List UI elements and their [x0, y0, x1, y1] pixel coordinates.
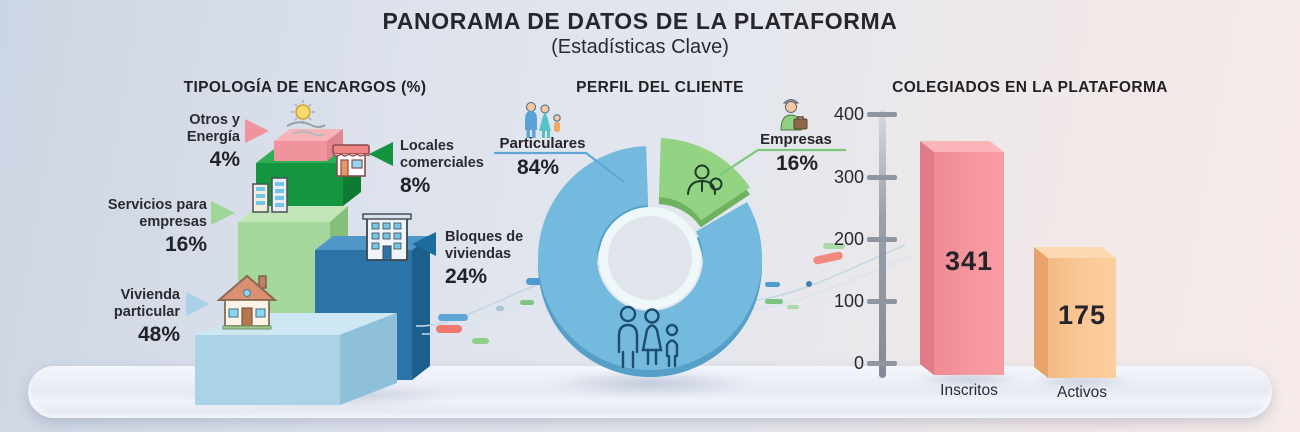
axis-tick: [867, 361, 897, 366]
page-subtitle: (Estadísticas Clave): [551, 36, 729, 58]
encargos-staircase-graphic: [195, 100, 430, 405]
apartment-building-icon: [362, 213, 412, 261]
cliente-donut-graphic: [538, 138, 763, 378]
axis-tick-label: 200: [833, 229, 864, 249]
house-icon: [216, 274, 278, 330]
family-colored-icon: [525, 102, 561, 138]
bar-inscritos: [934, 152, 1004, 375]
y-axis: [879, 110, 886, 378]
bar-activos-value: 175: [1057, 300, 1107, 330]
callout-bloques-viviendas: Bloques de viviendas 24%: [445, 229, 533, 290]
cliente-chart-title: PERFIL DEL CLIENTE: [576, 79, 744, 96]
businessman-icon: [687, 164, 723, 195]
callout-line-empresas: [719, 148, 846, 176]
axis-tick-label: 100: [833, 291, 864, 311]
decorative-flow-right: [744, 243, 910, 310]
callout-servicios-empresas: Servicios para empresas 16%: [95, 197, 207, 258]
arrow-right-icon: [245, 119, 269, 143]
donut-slice-particulares: [538, 146, 763, 371]
callout-value: 16%: [164, 233, 207, 257]
axis-tick: [867, 237, 897, 242]
bar-inscritos-side: [920, 141, 934, 375]
callout-label: Vivienda particular: [113, 287, 180, 321]
callout-vivienda-particular: Vivienda particular 48%: [75, 287, 180, 348]
sun-wind-icon: [286, 100, 326, 137]
axis-tick-label: 0: [853, 353, 864, 373]
callout-value: 48%: [137, 323, 180, 347]
callout-value: 8%: [400, 174, 431, 198]
callout-value: 4%: [209, 148, 240, 172]
bar-activos-label: Activos: [1057, 384, 1107, 401]
callout-label: Locales comerciales: [400, 138, 484, 172]
donut-label-particulares: Particulares: [499, 135, 586, 152]
callout-locales-comerciales: Locales comerciales 8%: [400, 138, 496, 199]
axis-tick: [867, 175, 897, 180]
axis-tick-label: 400: [833, 104, 864, 124]
colegiados-chart-title: COLEGIADOS EN LA PLATAFORMA: [892, 79, 1168, 96]
donut-value-empresas: 16%: [775, 152, 819, 175]
axis-tick-label: 300: [833, 167, 864, 187]
arrow-left-icon: [369, 142, 393, 166]
axis-tick: [867, 112, 897, 117]
encargos-chart-title: TIPOLOGÍA DE ENCARGOS (%): [183, 79, 427, 96]
bar2-shadow: [1030, 375, 1134, 388]
bar-inscritos-label: Inscritos: [940, 382, 998, 399]
page-title: PANORAMA DE DATOS DE LA PLATAFORMA: [382, 8, 898, 34]
bar-inscritos-value: 341: [944, 246, 994, 276]
storefront-icon: [332, 144, 372, 177]
family-icon: [617, 305, 679, 369]
bar-activos: [1048, 258, 1116, 378]
callout-otros-energia: Otros y Energía 4%: [140, 112, 240, 173]
bar-inscritos-top: [920, 141, 1004, 152]
arrow-right-icon: [186, 292, 210, 316]
businessman-colored-icon: [780, 99, 808, 131]
donut-slice-empresas: [658, 138, 750, 221]
bar1-shadow: [912, 372, 1024, 386]
callout-value: 24%: [445, 265, 488, 289]
axis-tick: [867, 299, 897, 304]
bar-activos-top: [1034, 247, 1116, 258]
arrow-left-icon: [412, 232, 436, 256]
bar-activos-side: [1034, 247, 1048, 378]
office-buildings-icon: [252, 177, 288, 213]
donut-label-empresas: Empresas: [760, 131, 832, 148]
callout-label: Otros y Energía: [186, 112, 240, 146]
callout-label: Bloques de viviendas: [445, 229, 524, 263]
arrow-right-icon: [211, 201, 235, 225]
callout-line-particulares: [494, 151, 625, 183]
callout-label: Servicios para empresas: [107, 197, 207, 231]
donut-value-particulares: 84%: [516, 156, 560, 179]
